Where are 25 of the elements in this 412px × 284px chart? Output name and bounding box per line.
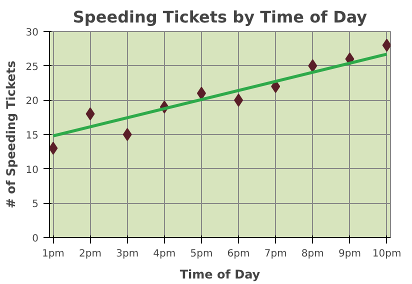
x-tick-label: 8pm [301,248,324,260]
x-tick-label: 10pm [372,248,402,260]
y-tick-label: 20 [26,96,39,108]
y-tick-label: 0 [32,234,39,244]
x-tick-label: 6pm [227,248,250,260]
point [122,128,132,141]
x-tick-label: 7pm [264,248,287,260]
y-tick-label: 25 [26,62,39,73]
point [234,94,244,107]
x-tick-label: 5pm [190,248,213,260]
y-tick-label: 30 [26,28,39,38]
x-tick-label: 3pm [116,248,139,260]
y-tick-label: 5 [32,199,39,210]
point [308,59,318,72]
y-tick-label: 10 [26,164,39,176]
x-axis-title: Time of Day [180,268,260,282]
y-tick-label: 15 [26,130,39,142]
point [196,86,206,100]
x-tick-label: 9pm [338,248,361,260]
chart-title: Speeding Tickets by Time of Day [72,8,368,26]
x-tick-label: 1pm [42,248,64,260]
y-axis-title: # of Speeding Tickets [4,60,18,208]
x-tick-label: 2pm [79,248,102,260]
point [86,107,95,120]
x-tick-label: 4pm [153,248,176,260]
